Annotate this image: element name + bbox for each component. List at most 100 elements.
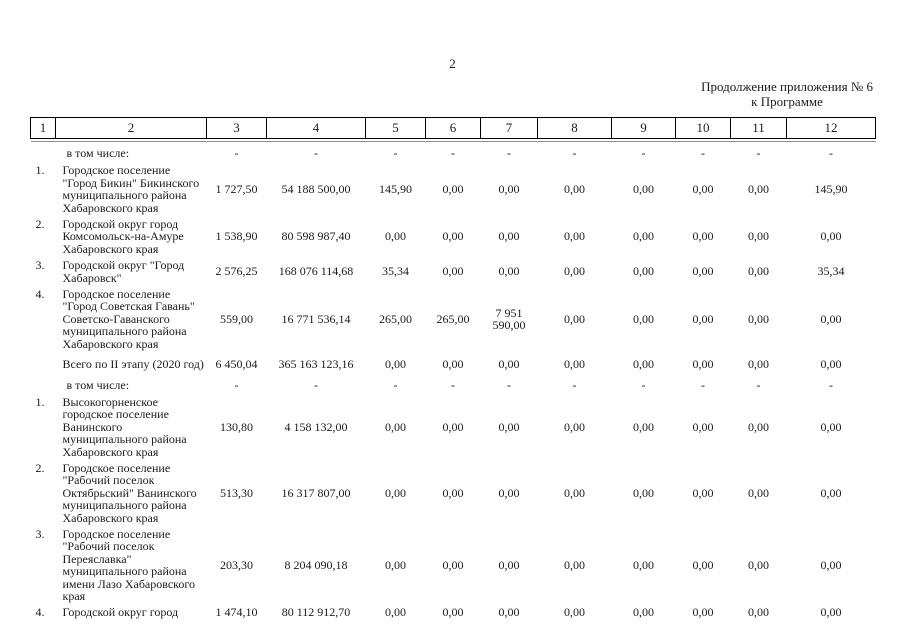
table-row: в том числе: - - - - - - - - - -: [31, 374, 876, 394]
row-name: Городской округ город: [62, 605, 179, 620]
table-row: в том числе: - - - - - - - - - -: [31, 142, 876, 163]
row-value: 0,00: [385, 605, 406, 620]
row-value: 203,30: [220, 557, 253, 572]
row-value: -: [314, 377, 318, 392]
row-value: -: [507, 146, 511, 160]
table-row: 2. Городское поселение "Рабочий поселок О…: [31, 460, 876, 526]
column-number-cell: 8: [537, 117, 612, 139]
table-row: 4. Городской округ город 1 474,10 80 112 91…: [31, 604, 876, 620]
row-value: 0,00: [385, 419, 406, 434]
table-row: 1. Высокогорненское городское поселение В…: [31, 394, 876, 460]
row-value: 0,00: [633, 311, 654, 326]
row-value: 0,00: [633, 605, 654, 620]
row-number: 2.: [35, 217, 45, 232]
row-value: -: [507, 377, 511, 392]
row-value: 16 317 807,00: [281, 485, 351, 500]
row-name: Городской округ "Город Хабаровск": [62, 258, 185, 285]
row-value: 0,00: [498, 557, 520, 572]
table-row: 2. Городской округ город Комсомольск-на-А…: [31, 216, 876, 257]
row-value: 16 771 536,14: [281, 311, 351, 326]
row-value: 0,00: [692, 264, 714, 279]
row-value: 0,00: [748, 557, 769, 572]
continuation-note: Продолжение приложения № 6 к Программе: [701, 79, 873, 109]
row-name: Городское поселение "Рабочий поселок Окт…: [62, 460, 197, 525]
row-value: 0,00: [820, 229, 842, 244]
column-number-cell: 12: [786, 117, 876, 139]
row-value: 4 158 132,00: [284, 419, 348, 434]
row-value: 80 598 987,40: [281, 229, 351, 244]
row-value: 130,80: [220, 419, 253, 434]
row-value: 0,00: [564, 264, 585, 279]
row-name: в том числе:: [66, 377, 130, 392]
table-row: 4. Городское поселение "Город Советская Г…: [31, 286, 876, 352]
table-body: в том числе: - - - - - - - - - - 1. Городское поселе…: [30, 138, 876, 621]
row-value: -: [572, 146, 577, 160]
row-value: 35,34: [817, 264, 845, 279]
row-value: 0,00: [820, 419, 842, 434]
row-value: 0,00: [748, 419, 769, 434]
row-number: [31, 374, 56, 394]
row-value: 0,00: [442, 229, 464, 244]
row-value: 0,00: [692, 605, 714, 620]
row-value: 0,00: [564, 182, 585, 197]
row-value: 0,00: [748, 357, 769, 372]
column-number-cell: 6: [425, 117, 481, 139]
row-value: 35,34: [382, 264, 409, 279]
row-value: -: [701, 377, 705, 392]
row-value: 0,00: [748, 229, 769, 244]
row-value: 0,00: [820, 485, 842, 500]
row-number: 3.: [35, 526, 45, 541]
row-value: -: [393, 146, 398, 160]
column-number-cell: 10: [675, 117, 731, 139]
row-value: -: [756, 146, 761, 160]
row-number: [31, 352, 56, 373]
table-row: 3. Городской округ "Город Хабаровск" 2 576…: [31, 257, 876, 286]
row-name: Всего по II этапу (2020 год): [62, 357, 204, 372]
row-value: 2 576,25: [215, 264, 258, 279]
row-value: 0,00: [385, 229, 406, 244]
row-value: 80 112 912,70: [281, 605, 351, 620]
row-value: -: [393, 377, 398, 392]
row-value: 0,00: [633, 419, 654, 434]
page-number: 2: [449, 56, 456, 71]
row-value: 0,00: [564, 229, 585, 244]
row-value: 0,00: [498, 229, 520, 244]
row-value: 0,00: [633, 557, 654, 572]
row-value: -: [829, 146, 833, 160]
row-number: 4.: [35, 605, 45, 620]
row-value: 0,00: [564, 311, 585, 326]
row-value: 0,00: [820, 605, 842, 620]
row-value: 8 204 090,18: [284, 557, 348, 572]
table-row: Всего по II этапу (2020 год) 6 450,04 365 …: [31, 352, 876, 373]
row-number: 2.: [35, 460, 45, 475]
row-value: 145,90: [379, 182, 412, 197]
row-value: -: [572, 377, 577, 392]
row-value: 0,00: [748, 311, 769, 326]
row-number: 1.: [35, 163, 45, 178]
appendix-table-wrap: 1 2 3 4 5 6 7 8 9 10 11 12 в том числе: - - - - - - - - - -1.…: [30, 117, 876, 621]
row-value: 1 474,10: [215, 605, 258, 620]
row-value: 0,00: [748, 485, 769, 500]
row-value: 54 188 500,00: [281, 182, 351, 197]
row-name: Городской округ город Комсомольск-на-Аму…: [62, 217, 184, 256]
row-name: Высокогорненское городское поселение Ван…: [62, 394, 187, 459]
row-value: -: [234, 377, 239, 392]
table-row: 1. Городское поселение "Город Бикин" Бики…: [31, 162, 876, 216]
row-value: 265,00: [379, 311, 412, 326]
row-value: 0,00: [498, 419, 520, 434]
appendix-table: 1 2 3 4 5 6 7 8 9 10 11 12 в том числе: - - - - - - - - - -1.…: [30, 117, 876, 621]
row-value: 0,00: [820, 357, 842, 372]
row-number: 3.: [35, 258, 45, 273]
row-value: 0,00: [633, 182, 654, 197]
row-value: 0,00: [692, 357, 714, 372]
row-value: 0,00: [820, 311, 842, 326]
header-underline-rule: [30, 138, 876, 142]
row-value: 145,90: [814, 182, 848, 197]
row-value: -: [829, 377, 833, 392]
row-value: 0,00: [564, 419, 585, 434]
row-value: 0,00: [442, 264, 464, 279]
row-value: 0,00: [442, 419, 464, 434]
column-number-cell: 5: [365, 117, 426, 139]
row-value: 0,00: [692, 182, 714, 197]
row-value: 0,00: [498, 605, 520, 620]
